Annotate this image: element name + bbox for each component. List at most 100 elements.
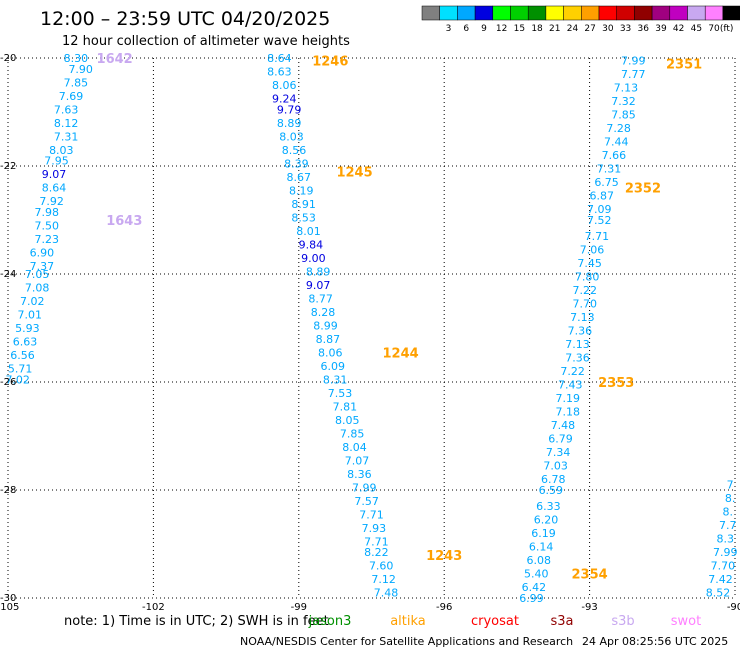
- legend-swatch: [545, 5, 564, 21]
- wave-height-label: 6.99: [519, 592, 544, 605]
- wave-height-label: 7.71: [364, 535, 389, 548]
- wave-height-label: 7.53: [328, 387, 353, 400]
- wave-height-label: 7.12: [371, 573, 396, 586]
- footer-credit: NOAA/NESDIS Center for Satellite Applica…: [240, 635, 573, 648]
- legend-label: 24: [567, 24, 579, 34]
- legend-label: 42: [673, 24, 684, 34]
- y-tick-label: -22: [0, 161, 16, 172]
- wave-height-label: 7.36: [565, 352, 590, 365]
- wave-height-label: 7.08: [25, 282, 50, 295]
- wave-height-label: 5.93: [15, 322, 40, 335]
- legend-label: 9: [481, 24, 487, 34]
- legend-swatch: [474, 5, 494, 21]
- wave-height-label: 7.66: [602, 149, 627, 162]
- pass-time-label: 1243: [426, 549, 462, 564]
- legend-swatch: [457, 5, 476, 21]
- wave-height-label: 7.43: [558, 379, 583, 392]
- wave-height-label: 7.99: [713, 546, 738, 559]
- legend-swatch: [704, 5, 724, 21]
- wave-height-label: 8.36: [347, 468, 372, 481]
- wave-height-label: 7.77: [621, 68, 646, 81]
- wave-height-label: 7.93: [362, 522, 387, 535]
- wave-height-label: 6.63: [13, 336, 38, 349]
- legend-swatch: [651, 5, 671, 21]
- wave-height-label: 7.13: [570, 311, 595, 324]
- legend-label: 18: [531, 24, 543, 34]
- x-axis-ticks: -105 -102 -99 -96 -93 -90: [0, 602, 740, 613]
- legend-swatch: [687, 5, 706, 21]
- wave-height-label: 7.23: [35, 233, 60, 246]
- legend-swatch: [669, 5, 688, 21]
- satellite-legend: jason3 altika cryosat s3a s3b swot: [308, 614, 702, 629]
- chart-subtitle: 12 hour collection of altimeter wave hei…: [62, 34, 350, 49]
- wave-height-label: 8.99: [313, 319, 338, 332]
- wave-height-label: 6.14: [529, 541, 554, 554]
- pass-time-label: 1246: [312, 55, 348, 70]
- wave-height-label: 7.92: [39, 195, 64, 208]
- wave-height-label: 6.56: [10, 349, 35, 362]
- wave-height-label: 8.89: [306, 265, 331, 278]
- wave-height-label: 8.: [725, 492, 736, 505]
- wave-height-label: 7.48: [374, 587, 399, 600]
- chart-title: 12:00 – 23:59 UTC 04/20/2025: [40, 8, 330, 30]
- color-legend: 3 6 9 12 15 18 21 24 27 30 33 36 39 42 45 70 (ft): [421, 5, 740, 34]
- wave-height-label: 7.36: [568, 325, 593, 338]
- wave-height-label: 8.91: [291, 198, 316, 211]
- wave-height-label: 7.7: [719, 519, 737, 532]
- wave-height-label: 8.12: [54, 117, 79, 130]
- wave-height-label: 7.01: [18, 309, 43, 322]
- wave-height-label: 7.34: [546, 446, 571, 459]
- wave-height-label: 7.71: [585, 230, 610, 243]
- wave-height-label: 7.71: [359, 508, 384, 521]
- data-points: 8.307.907.857.697.638.127.318.037.959.07…: [5, 52, 737, 605]
- wave-height-label: 7.70: [711, 560, 736, 573]
- wave-height-label: 8.77: [308, 292, 333, 305]
- legend-swatch: [581, 5, 600, 21]
- wave-height-label: 6.75: [594, 176, 619, 189]
- legend-label: 15: [514, 24, 525, 34]
- legend-swatch: [634, 5, 653, 21]
- wave-height-label: 8.87: [316, 333, 341, 346]
- pass-time-label: 1245: [336, 165, 372, 180]
- legend-swatch: [439, 5, 458, 21]
- x-tick-label: -99: [291, 602, 307, 613]
- wave-height-label: 7.85: [340, 427, 365, 440]
- wave-height-label: 6.08: [526, 554, 551, 567]
- wave-height-label: 5.40: [524, 568, 549, 581]
- wave-height-label: 9.07: [306, 279, 331, 292]
- x-tick-label: -96: [436, 602, 452, 613]
- satellite-name-cryosat: cryosat: [471, 614, 519, 629]
- wave-height-label: 6.78: [541, 473, 566, 486]
- wave-height-label: 7.22: [560, 365, 585, 378]
- satellite-name-altika: altika: [390, 614, 426, 629]
- legend-label: 45: [691, 24, 702, 34]
- wave-height-label: 8.03: [279, 130, 304, 143]
- wave-height-label: 7.48: [551, 419, 576, 432]
- legend-swatch: [510, 5, 529, 21]
- wave-height-label: 7.80: [575, 271, 600, 284]
- y-tick-label: -26: [0, 377, 16, 388]
- legend-unit: (ft): [720, 24, 734, 34]
- y-tick-label: -24: [0, 269, 16, 280]
- wave-height-label: 9.07: [42, 168, 67, 181]
- wave-height-label: 8.53: [291, 211, 316, 224]
- legend-label: 6: [463, 24, 469, 34]
- wave-height-label: 8.31: [323, 373, 348, 386]
- wave-height-label: 6.09: [320, 360, 345, 373]
- wave-height-label: 7.63: [54, 103, 79, 116]
- wave-height-label: 7.06: [580, 244, 605, 257]
- wave-height-label: 7.70: [573, 298, 598, 311]
- wave-height-label: 8.89: [277, 117, 302, 130]
- wave-height-label: 8.06: [318, 346, 343, 359]
- wave-height-label: 7.95: [44, 155, 69, 168]
- wave-height-label: 7.52: [587, 214, 612, 227]
- legend-label: 39: [655, 24, 667, 34]
- wave-height-label: 6.59: [539, 484, 564, 497]
- pass-time-label: 1643: [106, 214, 142, 229]
- wave-height-label: 7: [727, 479, 734, 492]
- footer-note: note: 1) Time is in UTC; 2) SWH is in fe…: [64, 614, 329, 629]
- x-tick-label: -93: [581, 602, 597, 613]
- wave-height-label: 8.28: [311, 306, 336, 319]
- wave-height-label: 7.31: [597, 163, 622, 176]
- wave-height-label: 7.05: [25, 268, 50, 281]
